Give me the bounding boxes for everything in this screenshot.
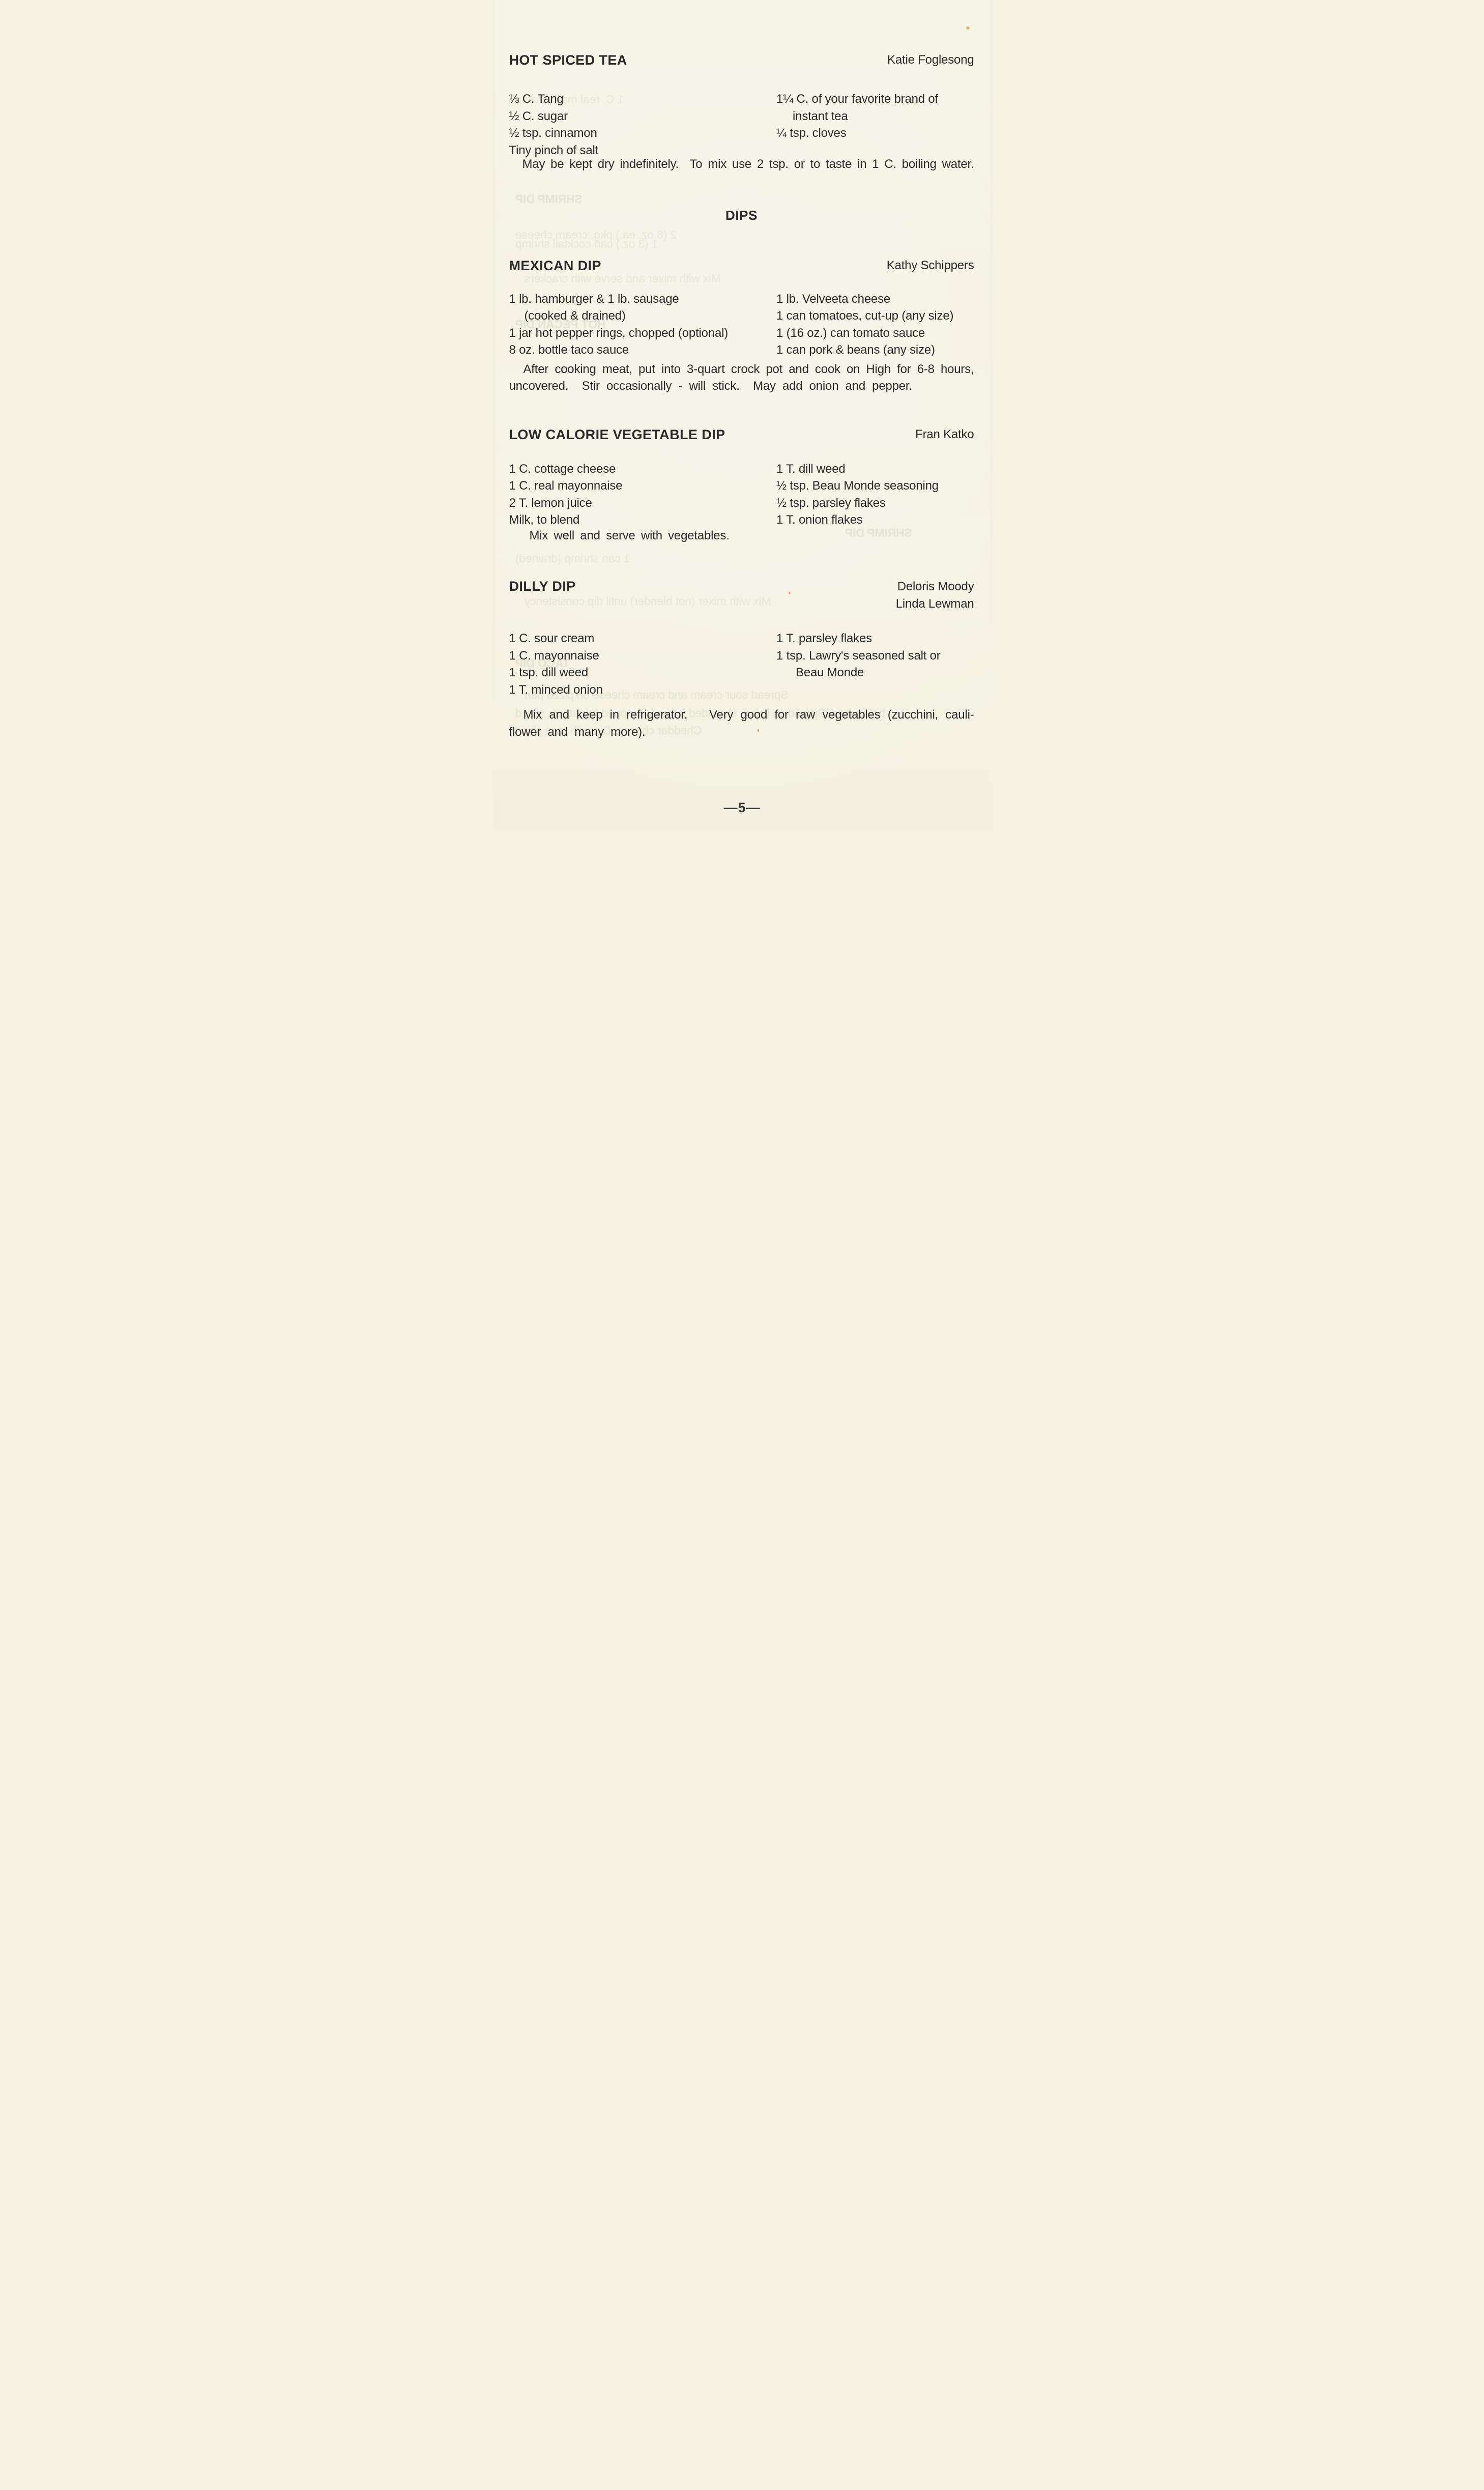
ingredient-line: (cooked & drained): [524, 309, 626, 323]
page-content: HOT SPICED TEA Katie Foglesong ⅓ C. Tang…: [495, 0, 990, 740]
recipe-low-calorie-vegetable-dip: LOW CALORIE VEGETABLE DIP Fran Katko 1 C…: [509, 425, 974, 545]
recipe-instructions: May be kept dry indefinitely. To mix use…: [509, 156, 974, 173]
ingredients-left-column: 1 C. sour cream 1 C. mayonnaise 1 tsp. d…: [509, 630, 777, 698]
instruction-line: Mix and keep in refrigerator. Very good …: [523, 708, 974, 722]
ingredient-line: 1 jar hot pepper rings, chopped (optiona…: [509, 326, 729, 340]
ingredients-left-column: ⅓ C. Tang ½ C. sugar ½ tsp. cinnamon Tin…: [509, 91, 777, 159]
page-number: —5—: [723, 800, 761, 815]
ingredient-line: 1 T. minced onion: [509, 682, 603, 697]
ingredients-left-column: 1 lb. hamburger & 1 lb. sausage (cooked …: [509, 291, 777, 359]
ingredient-line: ½ tsp. parsley flakes: [776, 496, 886, 510]
ingredient-columns: 1 C. cottage cheese 1 C. real mayonnaise…: [509, 461, 974, 529]
ingredient-line: 1 C. sour cream: [509, 632, 595, 645]
recipe-author: Kathy Schippers: [886, 258, 974, 272]
recipe-hot-spiced-tea: HOT SPICED TEA Katie Foglesong ⅓ C. Tang…: [509, 51, 974, 173]
ingredient-line: 1 T. onion flakes: [776, 513, 863, 527]
recipe-title: HOT SPICED TEA: [509, 52, 627, 68]
ingredient-columns: ⅓ C. Tang ½ C. sugar ½ tsp. cinnamon Tin…: [509, 91, 974, 159]
ingredient-line: 8 oz. bottle taco sauce: [509, 343, 629, 357]
paper-speck: [757, 729, 759, 732]
recipe-authors: Deloris Moody Linda Lewman: [896, 577, 974, 612]
ingredient-line: Tiny pinch of salt: [509, 143, 599, 157]
ingredient-line: 1 T. parsley flakes: [776, 632, 872, 645]
paper-speck: [966, 26, 970, 30]
recipe-header: MEXICAN DIP Kathy Schippers: [509, 256, 974, 275]
recipe-title: DILLY DIP: [509, 579, 576, 594]
ingredient-line: 1 C. mayonnaise: [509, 648, 599, 663]
ingredient-columns: 1 C. sour cream 1 C. mayonnaise 1 tsp. d…: [509, 630, 974, 698]
ingredient-line: 1 lb. hamburger & 1 lb. sausage: [509, 292, 679, 306]
recipe-mexican-dip: MEXICAN DIP Kathy Schippers 1 lb. hambur…: [509, 256, 974, 395]
instruction-line: uncovered. Stir occasionally - will stic…: [509, 379, 913, 393]
recipe-instructions: Mix and keep in refrigerator. Very good …: [509, 706, 974, 740]
ingredient-line: 1 C. real mayonnaise: [509, 479, 623, 493]
ingredients-right-column: 1¼ C. of your favorite brand of instant …: [776, 91, 974, 159]
ingredient-line: 1 can tomatoes, cut-up (any size): [776, 309, 954, 323]
ingredient-line: 1 tsp. Lawry's seasoned salt or: [776, 648, 941, 663]
ingredient-line: 1 T. dill weed: [776, 462, 846, 476]
ingredient-line: Milk, to blend: [509, 513, 580, 527]
instruction-line: Mix well and serve with vegetables.: [529, 528, 730, 542]
ingredient-line: 1 C. cottage cheese: [509, 462, 616, 476]
ingredient-line: ⅓ C. Tang: [509, 92, 564, 106]
recipe-author: Fran Katko: [915, 427, 974, 441]
ingredient-line: ½ C. sugar: [509, 109, 568, 123]
instruction-line: After cooking meat, put into 3-quart cro…: [523, 362, 974, 376]
ingredient-line: 1 (16 oz.) can tomato sauce: [776, 326, 925, 340]
ingredients-left-column: 1 C. cottage cheese 1 C. real mayonnaise…: [509, 461, 777, 529]
ingredient-line: 1¼ C. of your favorite brand of: [776, 92, 939, 106]
recipe-instructions: After cooking meat, put into 3-quart cro…: [509, 361, 974, 395]
recipe-header: DILLY DIP Deloris Moody Linda Lewman: [509, 577, 974, 612]
ingredient-line: instant tea: [793, 109, 848, 123]
paper-speck: [788, 592, 791, 594]
ingredient-line: 2 T. lemon juice: [509, 496, 592, 510]
recipe-title: LOW CALORIE VEGETABLE DIP: [509, 426, 725, 442]
ingredient-columns: 1 lb. hamburger & 1 lb. sausage (cooked …: [509, 291, 974, 359]
cookbook-page: 1 C. real mayonnaise SHRIMP DIP 2 (8 oz.…: [494, 0, 990, 830]
ingredient-line: 1 lb. Velveeta cheese: [776, 292, 891, 306]
ingredient-line: 1 can pork & beans (any size): [776, 343, 935, 357]
recipe-dilly-dip: DILLY DIP Deloris Moody Linda Lewman 1 C…: [509, 577, 974, 740]
ingredient-line: ½ tsp. Beau Monde seasoning: [776, 479, 939, 493]
instruction-line: May be kept dry indefinitely. To mix use…: [522, 157, 974, 171]
recipe-header: HOT SPICED TEA Katie Foglesong: [509, 51, 974, 69]
section-heading-dips: DIPS: [725, 207, 758, 223]
ingredient-line: 1 tsp. dill weed: [509, 666, 589, 679]
recipe-author: Linda Lewman: [895, 596, 974, 611]
ingredient-line: ¼ tsp. cloves: [776, 126, 847, 140]
recipe-instructions: Mix well and serve with vegetables.: [509, 527, 974, 545]
ingredient-line: Beau Monde: [796, 666, 864, 679]
recipe-title: MEXICAN DIP: [509, 257, 601, 273]
recipe-author: Katie Foglesong: [887, 53, 974, 67]
instruction-line: flower and many more).: [509, 725, 646, 739]
recipe-author: Deloris Moody: [897, 580, 974, 593]
recipe-header: LOW CALORIE VEGETABLE DIP Fran Katko: [509, 425, 974, 444]
ingredients-right-column: 1 T. dill weed ½ tsp. Beau Monde seasoni…: [776, 461, 974, 529]
ingredients-right-column: 1 T. parsley flakes 1 tsp. Lawry's seaso…: [776, 630, 974, 698]
ingredients-right-column: 1 lb. Velveeta cheese 1 can tomatoes, cu…: [776, 291, 974, 359]
ingredient-line: ½ tsp. cinnamon: [509, 126, 597, 140]
